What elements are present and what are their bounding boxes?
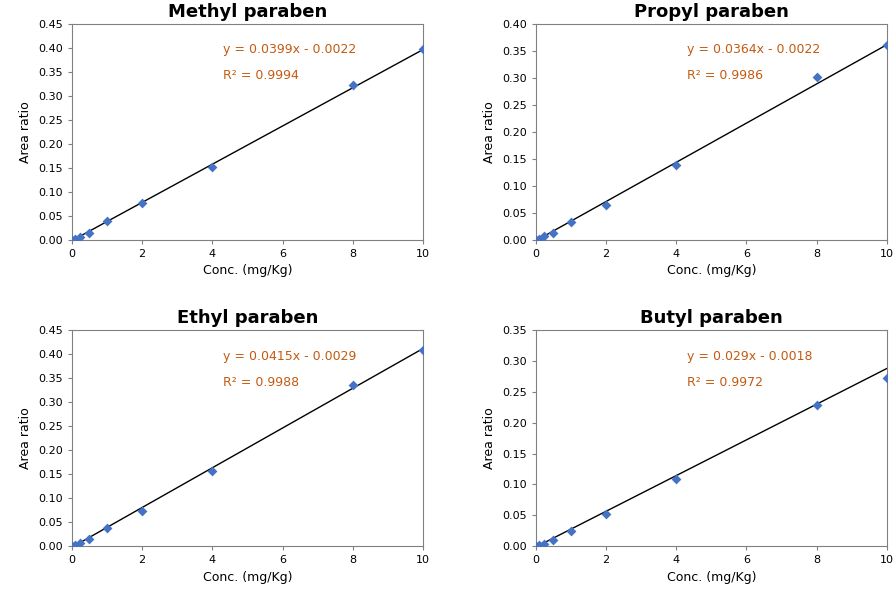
Point [599, 200, 613, 209]
X-axis label: Conc. (mg/Kg): Conc. (mg/Kg) [202, 571, 292, 584]
Text: R² = 0.9972: R² = 0.9972 [686, 376, 762, 389]
Point [346, 80, 360, 89]
Text: y = 0.0415x - 0.0029: y = 0.0415x - 0.0029 [223, 350, 357, 362]
Title: Ethyl paraben: Ethyl paraben [177, 310, 318, 328]
Point [538, 539, 552, 548]
Point [416, 44, 430, 54]
Point [68, 540, 82, 550]
Title: Methyl paraben: Methyl paraben [168, 3, 327, 21]
Point [416, 346, 430, 355]
Point [564, 217, 578, 227]
Point [599, 509, 613, 519]
Y-axis label: Area ratio: Area ratio [483, 407, 496, 469]
Point [529, 541, 543, 551]
Point [538, 232, 552, 241]
Point [532, 234, 547, 244]
Point [73, 232, 88, 242]
Text: R² = 0.9988: R² = 0.9988 [223, 376, 299, 389]
Point [669, 475, 684, 484]
Title: Butyl paraben: Butyl paraben [640, 310, 783, 328]
X-axis label: Conc. (mg/Kg): Conc. (mg/Kg) [667, 264, 756, 277]
Point [134, 506, 149, 516]
Y-axis label: Area ratio: Area ratio [20, 407, 32, 469]
Point [546, 535, 560, 545]
Point [68, 234, 82, 244]
Point [669, 160, 684, 170]
X-axis label: Conc. (mg/Kg): Conc. (mg/Kg) [202, 264, 292, 277]
Point [82, 228, 97, 238]
Point [810, 401, 824, 410]
Point [99, 523, 114, 533]
Point [810, 73, 824, 82]
Point [346, 380, 360, 390]
Point [65, 235, 79, 245]
Y-axis label: Area ratio: Area ratio [483, 101, 496, 163]
Text: R² = 0.9994: R² = 0.9994 [223, 69, 298, 82]
Title: Propyl paraben: Propyl paraben [633, 3, 788, 21]
Y-axis label: Area ratio: Area ratio [20, 101, 32, 163]
Text: y = 0.0399x - 0.0022: y = 0.0399x - 0.0022 [223, 43, 356, 56]
Point [564, 526, 578, 535]
Text: y = 0.0364x - 0.0022: y = 0.0364x - 0.0022 [686, 43, 820, 56]
Point [880, 40, 894, 50]
Point [82, 535, 97, 544]
Text: R² = 0.9986: R² = 0.9986 [686, 69, 762, 82]
Text: y = 0.029x - 0.0018: y = 0.029x - 0.0018 [686, 350, 812, 362]
Point [880, 374, 894, 383]
Point [546, 228, 560, 238]
Point [73, 538, 88, 547]
Point [529, 235, 543, 245]
Point [205, 466, 220, 476]
Point [65, 541, 79, 551]
Point [99, 217, 114, 226]
Point [205, 162, 220, 172]
Point [532, 541, 547, 550]
X-axis label: Conc. (mg/Kg): Conc. (mg/Kg) [667, 571, 756, 584]
Point [134, 198, 149, 208]
